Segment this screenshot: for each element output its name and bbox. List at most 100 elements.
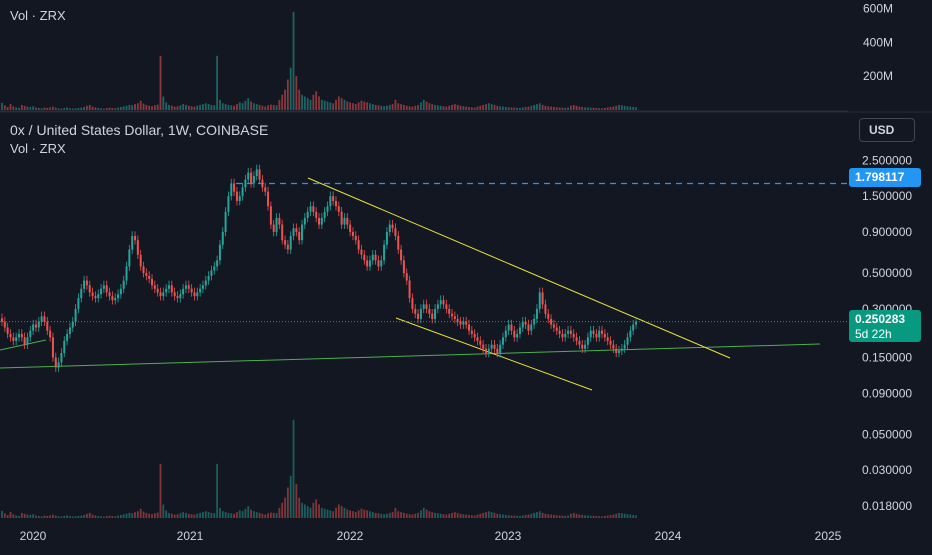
lower-volume-bar xyxy=(493,512,496,518)
volume-bar xyxy=(380,105,383,110)
lower-volume-bar xyxy=(151,514,153,518)
candle-body xyxy=(510,324,513,331)
lower-volume-bar xyxy=(320,507,323,518)
candle-body xyxy=(368,260,371,267)
volume-bar xyxy=(428,103,431,110)
lower-volume-bar xyxy=(202,512,204,518)
candle-body xyxy=(306,211,309,218)
lower-volume-bar xyxy=(32,514,35,518)
last-price-value: 0.250283 xyxy=(855,312,906,326)
lower-volume-bar xyxy=(1,510,3,518)
lower-volume-bar xyxy=(343,507,346,518)
lower-volume-bar xyxy=(397,511,400,518)
currency-button[interactable]: USD xyxy=(859,118,915,142)
lower-volume-bar xyxy=(405,513,408,518)
candle-body xyxy=(97,294,100,299)
support-line xyxy=(0,343,821,369)
candle-body xyxy=(26,337,29,345)
time-tick-label: 2024 xyxy=(655,529,682,543)
candle-body xyxy=(439,300,442,305)
time-tick-label: 2025 xyxy=(815,529,842,543)
candle-body xyxy=(501,337,504,345)
candle-body xyxy=(60,352,63,363)
lower-volume-bar xyxy=(425,509,428,518)
candle-body xyxy=(584,344,587,349)
lower-volume-bar xyxy=(541,512,544,518)
lower-volume-bar xyxy=(315,499,318,518)
volume-bar xyxy=(521,107,524,110)
volume-bar xyxy=(125,105,128,110)
lower-volume-bar xyxy=(267,513,269,518)
volume-bar xyxy=(202,104,204,110)
volume-bar xyxy=(295,76,298,110)
candle-body xyxy=(388,224,391,232)
lower-volume-bar xyxy=(136,511,139,518)
volume-bar xyxy=(105,107,108,110)
candle-body xyxy=(298,231,301,241)
volume-bar xyxy=(592,107,595,110)
volume-bar xyxy=(391,104,394,110)
lower-volume-bar xyxy=(196,513,199,518)
candle-body xyxy=(490,344,493,349)
lower-volume-bar xyxy=(550,514,552,518)
lower-volume-bar xyxy=(346,509,349,518)
volume-bar xyxy=(629,106,632,110)
lower-volume-bar xyxy=(578,514,581,518)
volume-bar xyxy=(473,107,476,110)
volume-bar xyxy=(289,67,292,110)
volume-bar xyxy=(575,105,578,110)
volume-bar xyxy=(207,104,210,110)
candle-body xyxy=(581,344,584,349)
lower-volume-bar xyxy=(159,463,162,518)
lower-volume-bar xyxy=(567,515,569,518)
candle-body xyxy=(326,206,329,212)
candle-body xyxy=(6,327,9,334)
candle-body xyxy=(77,298,80,309)
candle-body xyxy=(83,280,86,289)
candle-body xyxy=(337,206,340,212)
lower-volume-bar xyxy=(504,514,507,518)
lower-volume-bar xyxy=(615,513,618,518)
lower-volume-bar xyxy=(80,515,83,518)
candle-body xyxy=(281,224,284,241)
candle-body xyxy=(134,235,137,241)
alert-price-tag[interactable]: 1.798117 xyxy=(849,168,921,187)
lower-volume-bar xyxy=(482,512,485,518)
lower-volume-bar xyxy=(445,514,448,518)
candle-body xyxy=(100,288,103,295)
candle-body xyxy=(179,294,182,299)
lower-volume-bar xyxy=(434,512,436,518)
volume-bar xyxy=(584,107,586,110)
lower-volume-bar xyxy=(352,511,354,518)
volume-bar xyxy=(394,99,397,110)
lower-volume-bar xyxy=(470,515,473,518)
lower-volume-bar xyxy=(122,514,125,518)
lower-volume-bar xyxy=(400,512,402,518)
lower-volume-bar xyxy=(363,509,366,518)
lower-volume-bar xyxy=(465,514,468,518)
lower-volume-bar xyxy=(544,513,547,518)
lower-volume-bar xyxy=(589,515,592,518)
candle-body xyxy=(289,235,292,250)
lower-volume-bar xyxy=(111,515,114,518)
candle-body xyxy=(20,333,23,338)
volume-bar xyxy=(269,104,272,110)
candle-body xyxy=(419,308,422,319)
lower-volume-bar xyxy=(510,515,513,518)
lower-volume-bar xyxy=(595,515,598,518)
lower-volume-bar xyxy=(394,507,397,518)
volume-bar xyxy=(136,103,139,110)
lower-volume-bar xyxy=(309,507,312,518)
volume-bar xyxy=(162,96,165,110)
volume-bar xyxy=(309,99,312,110)
candle-body xyxy=(284,240,287,245)
volume-bar xyxy=(210,104,213,110)
lower-volume-bar xyxy=(43,515,46,518)
candle-body xyxy=(589,330,592,338)
lower-volume-bar xyxy=(570,513,572,518)
candle-body xyxy=(9,333,12,338)
lower-volume-bar xyxy=(337,504,340,518)
candle-body xyxy=(145,273,148,276)
